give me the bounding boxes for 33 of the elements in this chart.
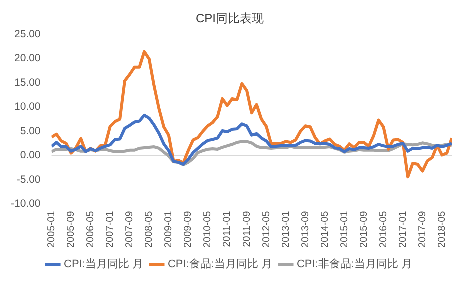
x-tick-label: 2018-05: [436, 210, 448, 248]
y-tick-label: 5.00: [20, 125, 41, 138]
chart-title: CPI同比表现: [196, 12, 264, 26]
y-tick-label: 20.00: [14, 52, 41, 65]
x-tick-label: 2007-01: [105, 210, 116, 248]
x-tick-label: 2015-01: [339, 210, 350, 248]
x-tick-label: 2009-01: [164, 210, 175, 248]
x-tick-label: 2017-09: [417, 210, 428, 248]
x-tick-label: 2008-05: [144, 210, 156, 248]
x-tick-label: 2011-01: [222, 210, 234, 248]
x-tick-label: 2007-09: [124, 210, 136, 248]
x-tick-label: 2005-09: [66, 210, 78, 248]
x-tick-label: 2010-05: [202, 210, 214, 248]
y-tick-label: 25.00: [14, 28, 41, 40]
y-tick-label: -5.00: [16, 174, 41, 186]
y-tick-label: -10.00: [10, 198, 41, 210]
x-tick-label: 2014-05: [320, 210, 331, 248]
legend-label: CPI:当月同比 月: [64, 258, 144, 271]
x-tick-label: 2016-05: [378, 210, 390, 248]
x-tick-label: 2006-05: [86, 210, 97, 248]
x-tick-label: 2013-01: [280, 210, 292, 248]
legend-label: CPI:非食品:当月同比 月: [296, 258, 412, 271]
y-tick-label: 15.00: [14, 76, 41, 89]
x-tick-label: 2005-01: [46, 210, 58, 248]
x-tick-label: 2015-09: [358, 210, 370, 248]
y-tick-label: 10.00: [14, 101, 41, 114]
x-tick-label: 2017-01: [398, 210, 409, 248]
x-tick-label: 2011-09: [242, 210, 253, 248]
legend-label: CPI:食品:当月同比 月: [168, 258, 272, 271]
x-tick-label: 2012-05: [261, 210, 272, 248]
y-tick-label: 0.00: [20, 150, 41, 162]
x-tick-label: 2009-09: [183, 210, 194, 248]
x-tick-label: 2013-09: [300, 210, 312, 248]
